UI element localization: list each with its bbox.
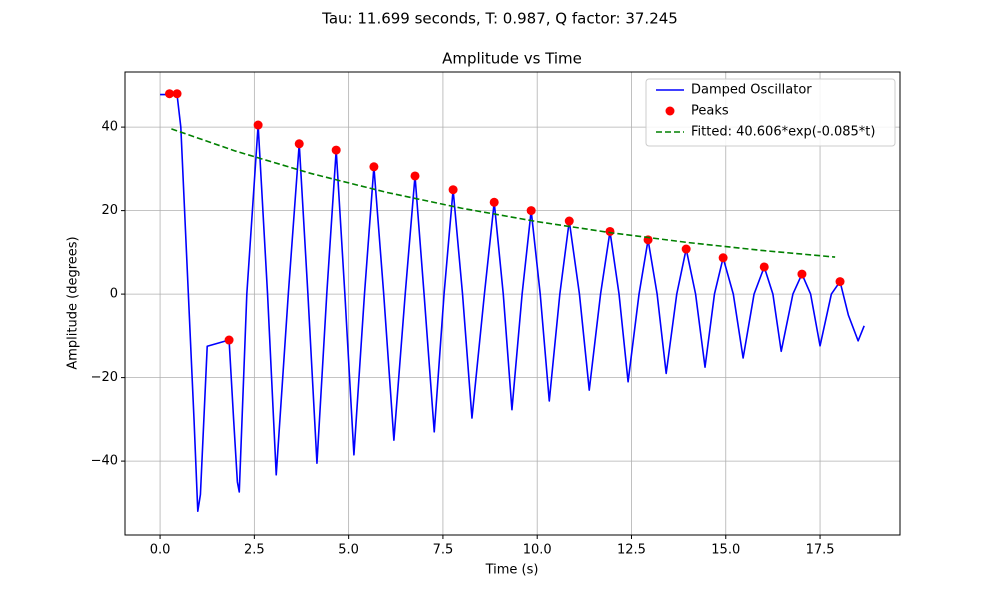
x-tick-label: 10.0 [523,543,552,558]
y-tick-label: 20 [101,203,118,218]
peak-marker [224,335,234,345]
x-tick-label: 7.5 [433,543,454,558]
peak-marker [759,262,769,272]
fit-line [171,128,836,258]
legend-box [645,78,896,147]
plot-frame [124,71,901,536]
legend-label: Damped Oscillator [691,83,812,98]
legend-marker [665,106,675,116]
peak-marker [165,89,175,99]
peak-marker [410,171,420,181]
peak-marker [489,197,499,207]
peak-marker [448,185,458,195]
x-tick-label: 12.5 [617,543,646,558]
x-tick-label: 0.0 [150,543,171,558]
x-tick-label: 2.5 [244,543,265,558]
x-tick-label: 15.0 [711,543,740,558]
peak-marker [681,244,691,254]
y-axis-label: Amplitude (degrees) [66,236,81,369]
x-tick-label: 5.0 [338,543,359,558]
peak-marker [294,139,304,149]
peak-marker [331,145,341,155]
legend-label: Peaks [691,104,729,119]
peak-marker [835,277,845,287]
suptitle: Tau: 11.699 seconds, T: 0.987, Q factor:… [321,10,678,28]
chart-title: Amplitude vs Time [442,50,582,68]
y-tick-label: −20 [91,370,118,385]
peak-marker [718,253,728,263]
x-tick-label: 17.5 [806,543,835,558]
x-axis-label: Time (s) [485,563,539,578]
peak-marker [253,120,263,130]
y-tick-label: 40 [101,120,118,135]
peak-marker [797,269,807,279]
y-tick-label: −40 [91,454,118,469]
peak-marker [526,206,536,216]
peak-marker [564,216,574,226]
peak-marker [369,162,379,172]
legend-label: Fitted: 40.606*exp(-0.085*t) [691,125,875,140]
data-line [160,93,865,513]
peak-marker [172,89,182,99]
y-tick-label: 0 [110,287,118,302]
peak-marker [605,226,615,236]
